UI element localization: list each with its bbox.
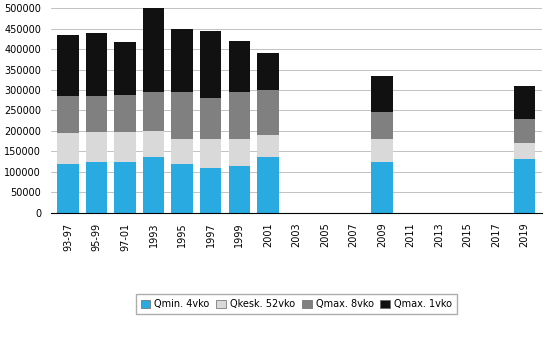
Bar	[229, 92, 250, 139]
Bar	[514, 143, 536, 159]
Bar	[514, 119, 536, 143]
Bar	[171, 164, 193, 213]
Bar	[115, 132, 136, 162]
Bar	[371, 113, 393, 139]
Bar	[200, 31, 222, 98]
Bar	[514, 86, 536, 119]
Bar	[143, 131, 164, 157]
Bar	[200, 139, 222, 168]
Bar	[171, 92, 193, 139]
Bar	[86, 162, 107, 213]
Bar	[57, 133, 79, 164]
Bar	[229, 139, 250, 166]
Bar	[371, 139, 393, 162]
Bar	[57, 96, 79, 133]
Bar	[86, 96, 107, 132]
Bar	[86, 33, 107, 96]
Bar	[200, 168, 222, 213]
Bar	[257, 135, 278, 157]
Bar	[229, 166, 250, 213]
Bar	[86, 132, 107, 162]
Bar	[57, 35, 79, 96]
Bar	[371, 162, 393, 213]
Bar	[257, 157, 278, 213]
Bar	[257, 90, 278, 135]
Bar	[371, 76, 393, 113]
Bar	[57, 164, 79, 213]
Bar	[115, 42, 136, 95]
Bar	[514, 159, 536, 213]
Bar	[115, 162, 136, 213]
Bar	[229, 41, 250, 92]
Bar	[200, 98, 222, 139]
Bar	[171, 28, 193, 92]
Bar	[143, 157, 164, 213]
Legend: Qmin. 4vko, Qkesk. 52vko, Qmax. 8vko, Qmax. 1vko: Qmin. 4vko, Qkesk. 52vko, Qmax. 8vko, Qm…	[136, 294, 457, 314]
Bar	[171, 139, 193, 164]
Bar	[115, 95, 136, 132]
Bar	[143, 92, 164, 131]
Bar	[143, 6, 164, 92]
Bar	[257, 53, 278, 90]
